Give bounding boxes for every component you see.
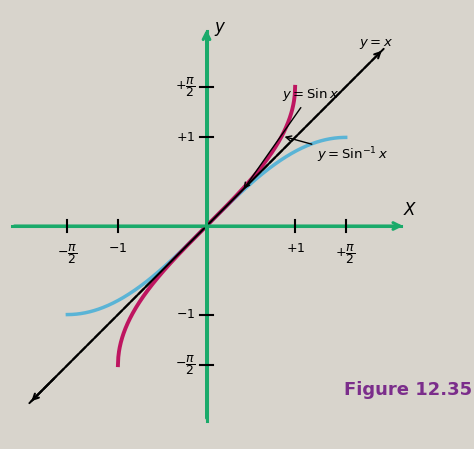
- Text: $-1$: $-1$: [176, 308, 195, 321]
- Text: $y$: $y$: [214, 20, 226, 38]
- Text: $+\dfrac{\pi}{2}$: $+\dfrac{\pi}{2}$: [174, 75, 195, 99]
- Text: $+\dfrac{\pi}{2}$: $+\dfrac{\pi}{2}$: [336, 242, 356, 266]
- Text: $y = x$: $y = x$: [359, 37, 393, 51]
- Text: Figure 12.35: Figure 12.35: [344, 381, 472, 399]
- Text: $-1$: $-1$: [109, 242, 128, 255]
- Text: $-\dfrac{\pi}{2}$: $-\dfrac{\pi}{2}$: [174, 353, 195, 377]
- Text: $y = \mathrm{Sin}\,x$: $y = \mathrm{Sin}\,x$: [245, 86, 339, 188]
- Text: $+1$: $+1$: [285, 242, 305, 255]
- Text: $+1$: $+1$: [176, 131, 195, 144]
- Text: $-\dfrac{\pi}{2}$: $-\dfrac{\pi}{2}$: [57, 242, 78, 266]
- Text: $y = \mathrm{Sin}^{-1}\,x$: $y = \mathrm{Sin}^{-1}\,x$: [286, 136, 388, 165]
- Text: $X$: $X$: [403, 201, 418, 219]
